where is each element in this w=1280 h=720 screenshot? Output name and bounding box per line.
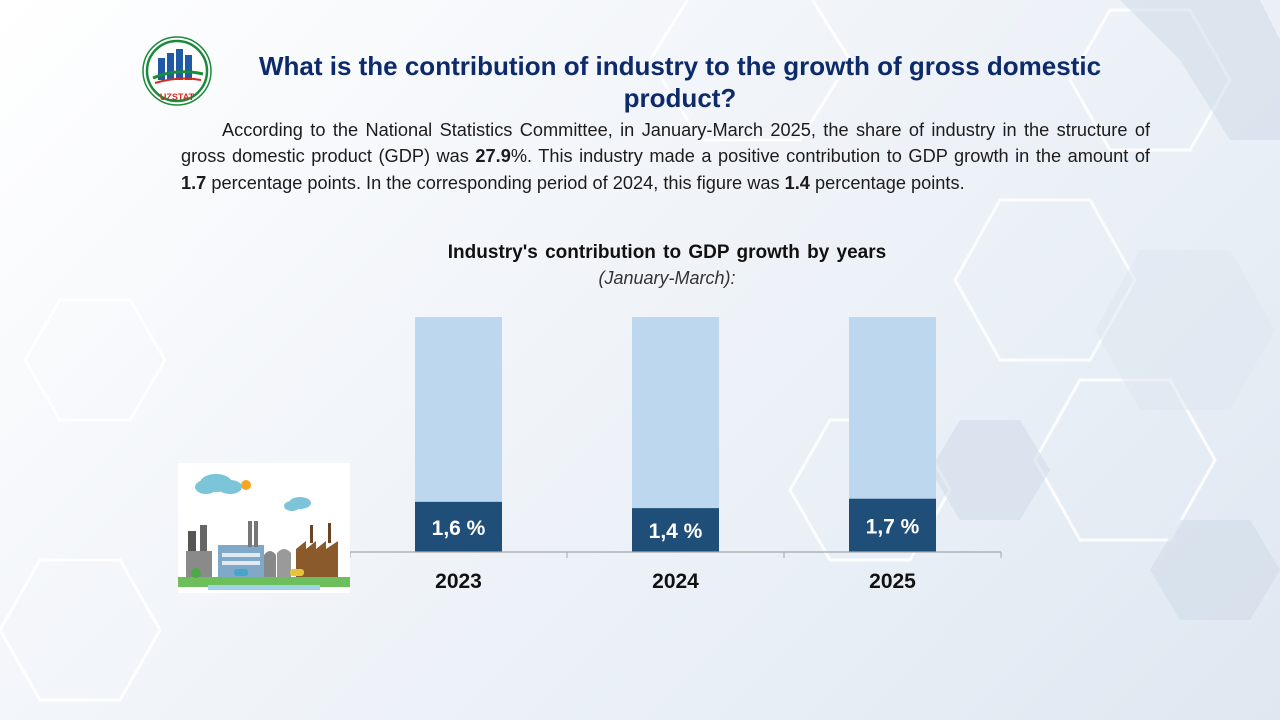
paragraph-text-1: According to the National Statistics Com… [181,120,1150,167]
paragraph-text-3: percentage points. In the corresponding … [206,172,785,193]
chart-title: Industry's contribution to GDP growth by… [447,242,887,263]
page-title: What is the contribution of industry to … [258,51,1102,113]
x-tick-label-2024: 2024 [652,570,699,593]
factory-illustration [178,463,350,593]
chart-subtitle: (January-March): [598,268,736,288]
bar-2025 [849,498,936,552]
data-label-2025: 1,7 % [866,515,920,538]
data-label-2024: 1,4 % [649,520,703,543]
bar-2023 [415,501,502,552]
bar-2024 [632,508,719,552]
intro-paragraph: According to the National Statistics Com… [181,117,1150,196]
contribution-value: 1.7 [181,172,207,193]
data-label-2023: 1,6 % [432,517,486,540]
previous-contribution-value: 1.4 [784,172,810,193]
x-tick-label-2025: 2025 [869,570,916,593]
paragraph-text-2: %. This industry made a positive contrib… [510,146,1150,167]
industry-share-value: 27.9 [475,146,511,167]
uzstat-logo: UZSTAT [142,36,212,106]
x-tick-label-2023: 2023 [435,570,482,593]
paragraph-text-4: percentage points. [809,172,965,193]
svg-text:UZSTAT: UZSTAT [160,92,195,102]
